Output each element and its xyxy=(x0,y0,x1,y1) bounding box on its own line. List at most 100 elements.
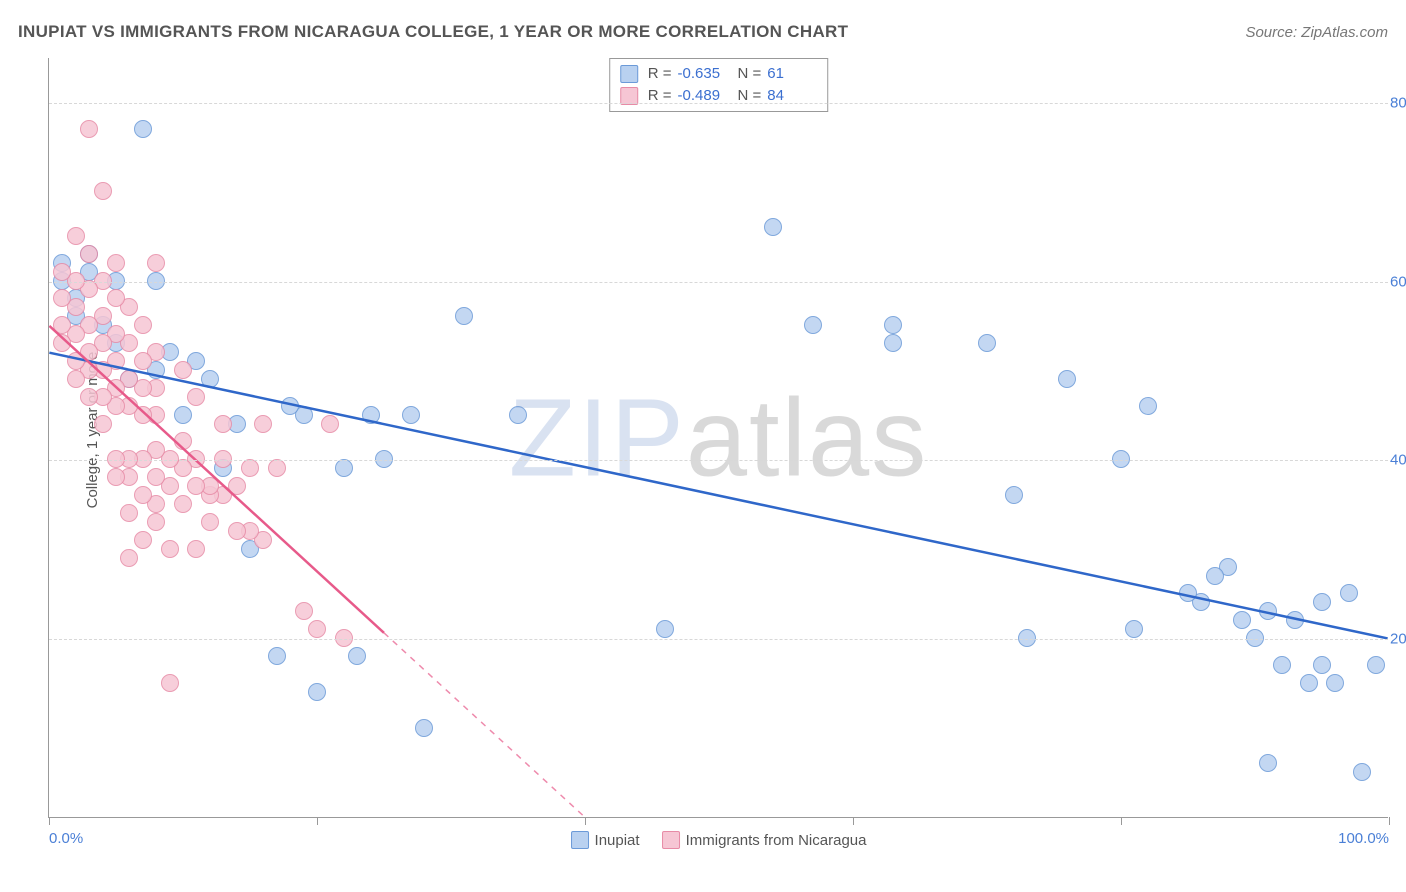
scatter-point xyxy=(1313,656,1331,674)
trend-lines-svg xyxy=(49,58,1388,817)
scatter-point xyxy=(94,415,112,433)
watermark-atlas: atlas xyxy=(686,376,928,499)
scatter-point xyxy=(94,182,112,200)
scatter-point xyxy=(348,647,366,665)
scatter-point xyxy=(201,513,219,531)
legend-swatch-nicaragua xyxy=(662,831,680,849)
legend-swatch-inupiat xyxy=(571,831,589,849)
scatter-point xyxy=(1259,602,1277,620)
source-label: Source: ZipAtlas.com xyxy=(1245,24,1388,41)
legend-item-nicaragua: Immigrants from Nicaragua xyxy=(662,831,867,849)
scatter-point xyxy=(214,415,232,433)
scatter-point xyxy=(455,307,473,325)
xtick-label: 100.0% xyxy=(1338,830,1389,847)
scatter-point xyxy=(53,289,71,307)
scatter-point xyxy=(147,513,165,531)
scatter-point xyxy=(268,459,286,477)
scatter-point xyxy=(80,388,98,406)
chart-title: INUPIAT VS IMMIGRANTS FROM NICARAGUA COL… xyxy=(18,22,848,42)
scatter-point xyxy=(134,531,152,549)
scatter-point xyxy=(509,406,527,424)
scatter-point xyxy=(804,316,822,334)
swatch-inupiat xyxy=(620,65,638,83)
scatter-point xyxy=(174,495,192,513)
scatter-point xyxy=(335,459,353,477)
scatter-point xyxy=(254,415,272,433)
scatter-point xyxy=(174,361,192,379)
xtick xyxy=(49,817,50,825)
title-bar: INUPIAT VS IMMIGRANTS FROM NICARAGUA COL… xyxy=(18,22,1388,42)
scatter-point xyxy=(161,674,179,692)
scatter-point xyxy=(80,245,98,263)
scatter-point xyxy=(53,316,71,334)
scatter-point xyxy=(1313,593,1331,611)
scatter-point xyxy=(321,415,339,433)
scatter-point xyxy=(281,397,299,415)
gridline-h xyxy=(49,639,1388,640)
scatter-point xyxy=(884,334,902,352)
n-label: N = xyxy=(738,63,762,85)
scatter-point xyxy=(415,719,433,737)
scatter-point xyxy=(308,620,326,638)
scatter-point xyxy=(107,254,125,272)
stats-row-inupiat: R = -0.635 N = 61 xyxy=(620,63,818,85)
scatter-point xyxy=(53,334,71,352)
xtick xyxy=(317,817,318,825)
stats-legend: R = -0.635 N = 61 R = -0.489 N = 84 xyxy=(609,58,829,112)
xtick xyxy=(853,817,854,825)
scatter-point xyxy=(1058,370,1076,388)
watermark: ZIPatlas xyxy=(509,374,928,501)
scatter-point xyxy=(1139,397,1157,415)
scatter-point xyxy=(656,620,674,638)
scatter-point xyxy=(1125,620,1143,638)
scatter-point xyxy=(134,120,152,138)
scatter-point xyxy=(295,602,313,620)
scatter-point xyxy=(241,459,259,477)
scatter-point xyxy=(1005,486,1023,504)
scatter-point xyxy=(134,486,152,504)
gridline-h xyxy=(49,282,1388,283)
scatter-point xyxy=(174,432,192,450)
ytick-label: 60.0% xyxy=(1390,273,1406,290)
scatter-point xyxy=(1367,656,1385,674)
scatter-point xyxy=(134,316,152,334)
n-value-inupiat: 61 xyxy=(767,63,817,85)
scatter-point xyxy=(107,468,125,486)
xtick xyxy=(1121,817,1122,825)
scatter-point xyxy=(80,120,98,138)
scatter-point xyxy=(67,352,85,370)
xtick-label: 0.0% xyxy=(49,830,83,847)
scatter-point xyxy=(187,388,205,406)
scatter-point xyxy=(1326,674,1344,692)
scatter-point xyxy=(187,477,205,495)
r-label: R = xyxy=(648,63,672,85)
scatter-point xyxy=(764,218,782,236)
scatter-point xyxy=(362,406,380,424)
ytick-label: 80.0% xyxy=(1390,94,1406,111)
gridline-h xyxy=(49,103,1388,104)
ytick-label: 40.0% xyxy=(1390,452,1406,469)
scatter-point xyxy=(1179,584,1197,602)
scatter-point xyxy=(1340,584,1358,602)
scatter-point xyxy=(67,370,85,388)
scatter-point xyxy=(1300,674,1318,692)
scatter-point xyxy=(161,540,179,558)
ytick-label: 20.0% xyxy=(1390,631,1406,648)
scatter-point xyxy=(978,334,996,352)
scatter-point xyxy=(402,406,420,424)
r-value-inupiat: -0.635 xyxy=(678,63,728,85)
scatter-point xyxy=(1273,656,1291,674)
scatter-point xyxy=(308,683,326,701)
xtick xyxy=(585,817,586,825)
scatter-point xyxy=(268,647,286,665)
scatter-point xyxy=(174,406,192,424)
scatter-point xyxy=(107,289,125,307)
scatter-plot-area: ZIPatlas R = -0.635 N = 61 R = -0.489 N … xyxy=(48,58,1388,818)
watermark-zip: ZIP xyxy=(509,376,686,499)
scatter-point xyxy=(228,522,246,540)
scatter-point xyxy=(1353,763,1371,781)
scatter-point xyxy=(1233,611,1251,629)
scatter-point xyxy=(187,540,205,558)
scatter-point xyxy=(1206,567,1224,585)
legend-label-inupiat: Inupiat xyxy=(595,832,640,849)
